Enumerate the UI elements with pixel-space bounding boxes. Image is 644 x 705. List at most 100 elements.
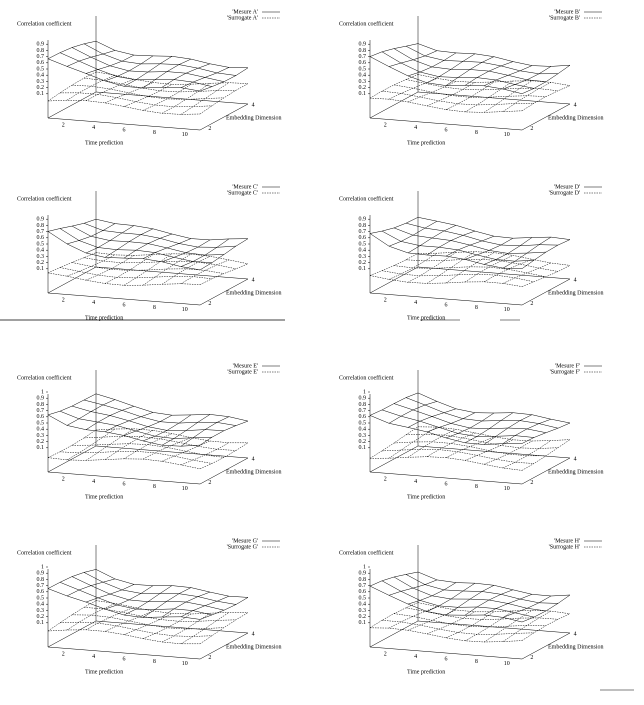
surrogate-surface — [199, 612, 249, 645]
x-tick: 6 — [445, 127, 448, 133]
value-tick: 0.2 — [359, 85, 367, 91]
x-tick: 10 — [504, 486, 510, 492]
x-tick: 8 — [475, 659, 478, 665]
value-tick: 0.1 — [37, 91, 45, 97]
panel: Correlation coefficient 'Mesure G''Surrog… — [17, 538, 282, 675]
surrogate-surface — [426, 432, 476, 457]
surrogate-surface — [161, 83, 211, 114]
surface — [85, 54, 135, 74]
surface — [483, 594, 533, 616]
surface — [521, 422, 571, 444]
value-tick: 0.5 — [359, 420, 367, 426]
value-tick: 0.5 — [359, 66, 367, 72]
surrogate-surface — [426, 82, 476, 107]
x-tick: 4 — [92, 125, 95, 131]
surrogate-surface — [83, 436, 237, 451]
panel: Correlation coefficient 'Mesure C''Surrog… — [17, 184, 282, 321]
depth-tick: 2 — [530, 655, 533, 661]
surface — [83, 223, 237, 248]
surface — [47, 40, 97, 60]
surrogate-surface — [464, 610, 514, 642]
surface — [445, 56, 495, 86]
surrogate-surface — [83, 77, 237, 93]
surface — [199, 597, 249, 620]
surrogate-surface — [381, 620, 535, 635]
value-tick: 0.9 — [37, 396, 45, 402]
x-tick: 4 — [414, 125, 417, 131]
surrogate-surface — [104, 254, 154, 284]
surface — [502, 595, 552, 618]
x-label: Time prediction — [85, 669, 123, 675]
surface — [369, 571, 419, 587]
surface — [393, 403, 547, 433]
value-tick: 0.7 — [359, 583, 367, 589]
surrogate-surface — [104, 430, 154, 460]
value-tick: 0.2 — [359, 614, 367, 620]
surrogate-surface — [85, 255, 135, 281]
value-tick: 0.4 — [37, 602, 45, 608]
value-tick: 0.5 — [359, 241, 367, 247]
value-tick: 0.3 — [359, 79, 367, 85]
value-tick: 0.5 — [37, 595, 45, 601]
x-tick: 10 — [182, 307, 188, 313]
surrogate-surface — [407, 81, 457, 103]
legend-label: 'Surrogate A' — [227, 15, 258, 21]
depth-tick: 4 — [574, 632, 577, 638]
surrogate-surface — [47, 99, 201, 115]
depth-tick: 4 — [252, 278, 255, 284]
x-tick: 8 — [153, 659, 156, 665]
surrogate-surface — [199, 263, 249, 285]
surface — [104, 585, 154, 610]
value-tick: 0.5 — [37, 241, 45, 247]
value-tick: 0.9 — [359, 42, 367, 48]
depth-label: Embedding Dimension — [226, 644, 282, 650]
surrogate-surface — [71, 84, 225, 100]
value-tick: 0.8 — [37, 223, 45, 229]
surrogate-surface — [388, 606, 438, 629]
depth-tick: 2 — [208, 301, 211, 307]
value-tick: 0.7 — [359, 408, 367, 414]
surface — [464, 61, 514, 86]
surface — [417, 392, 571, 424]
surrogate-surface — [381, 270, 535, 283]
surrogate-surface — [483, 610, 533, 643]
surrogate-surface — [417, 251, 571, 266]
surface — [47, 393, 97, 416]
surface — [521, 64, 571, 94]
depth-label: Embedding Dimension — [226, 290, 282, 296]
surrogate-surface — [426, 611, 476, 635]
depth-tick: 2 — [530, 301, 533, 307]
surface — [464, 589, 514, 616]
value-tick: 0.3 — [37, 433, 45, 439]
surface — [199, 420, 249, 446]
surrogate-surface — [123, 433, 173, 460]
x-label: Time prediction — [407, 315, 445, 321]
surrogate-surface — [180, 82, 230, 115]
surrogate-surface — [369, 275, 523, 287]
surrogate-surface — [47, 272, 201, 286]
depth-label: Embedding Dimension — [226, 469, 282, 475]
panel-title: Correlation coefficient — [17, 20, 72, 27]
surrogate-surface — [142, 83, 192, 111]
value-tick: 0.1 — [359, 620, 367, 626]
x-tick: 6 — [445, 481, 448, 487]
x-tick: 10 — [182, 486, 188, 492]
surface — [381, 51, 535, 89]
surrogate-surface — [66, 428, 116, 461]
surrogate-surface — [521, 85, 571, 112]
surrogate-surface — [417, 602, 571, 615]
surrogate-surface — [369, 456, 523, 471]
surface — [104, 228, 154, 258]
value-tick: 0.6 — [37, 589, 45, 595]
surrogate-surface — [71, 614, 225, 630]
surface — [417, 217, 571, 240]
surrogate-surface — [66, 74, 116, 101]
surface — [180, 238, 230, 267]
surface — [369, 415, 523, 445]
surface — [123, 56, 173, 87]
legend-label: 'Mesure A' — [232, 9, 258, 15]
x-label: Time prediction — [407, 140, 445, 146]
value-tick: 0.7 — [37, 54, 45, 60]
value-tick: 0.3 — [37, 608, 45, 614]
depth-label: Embedding Dimension — [548, 115, 604, 121]
